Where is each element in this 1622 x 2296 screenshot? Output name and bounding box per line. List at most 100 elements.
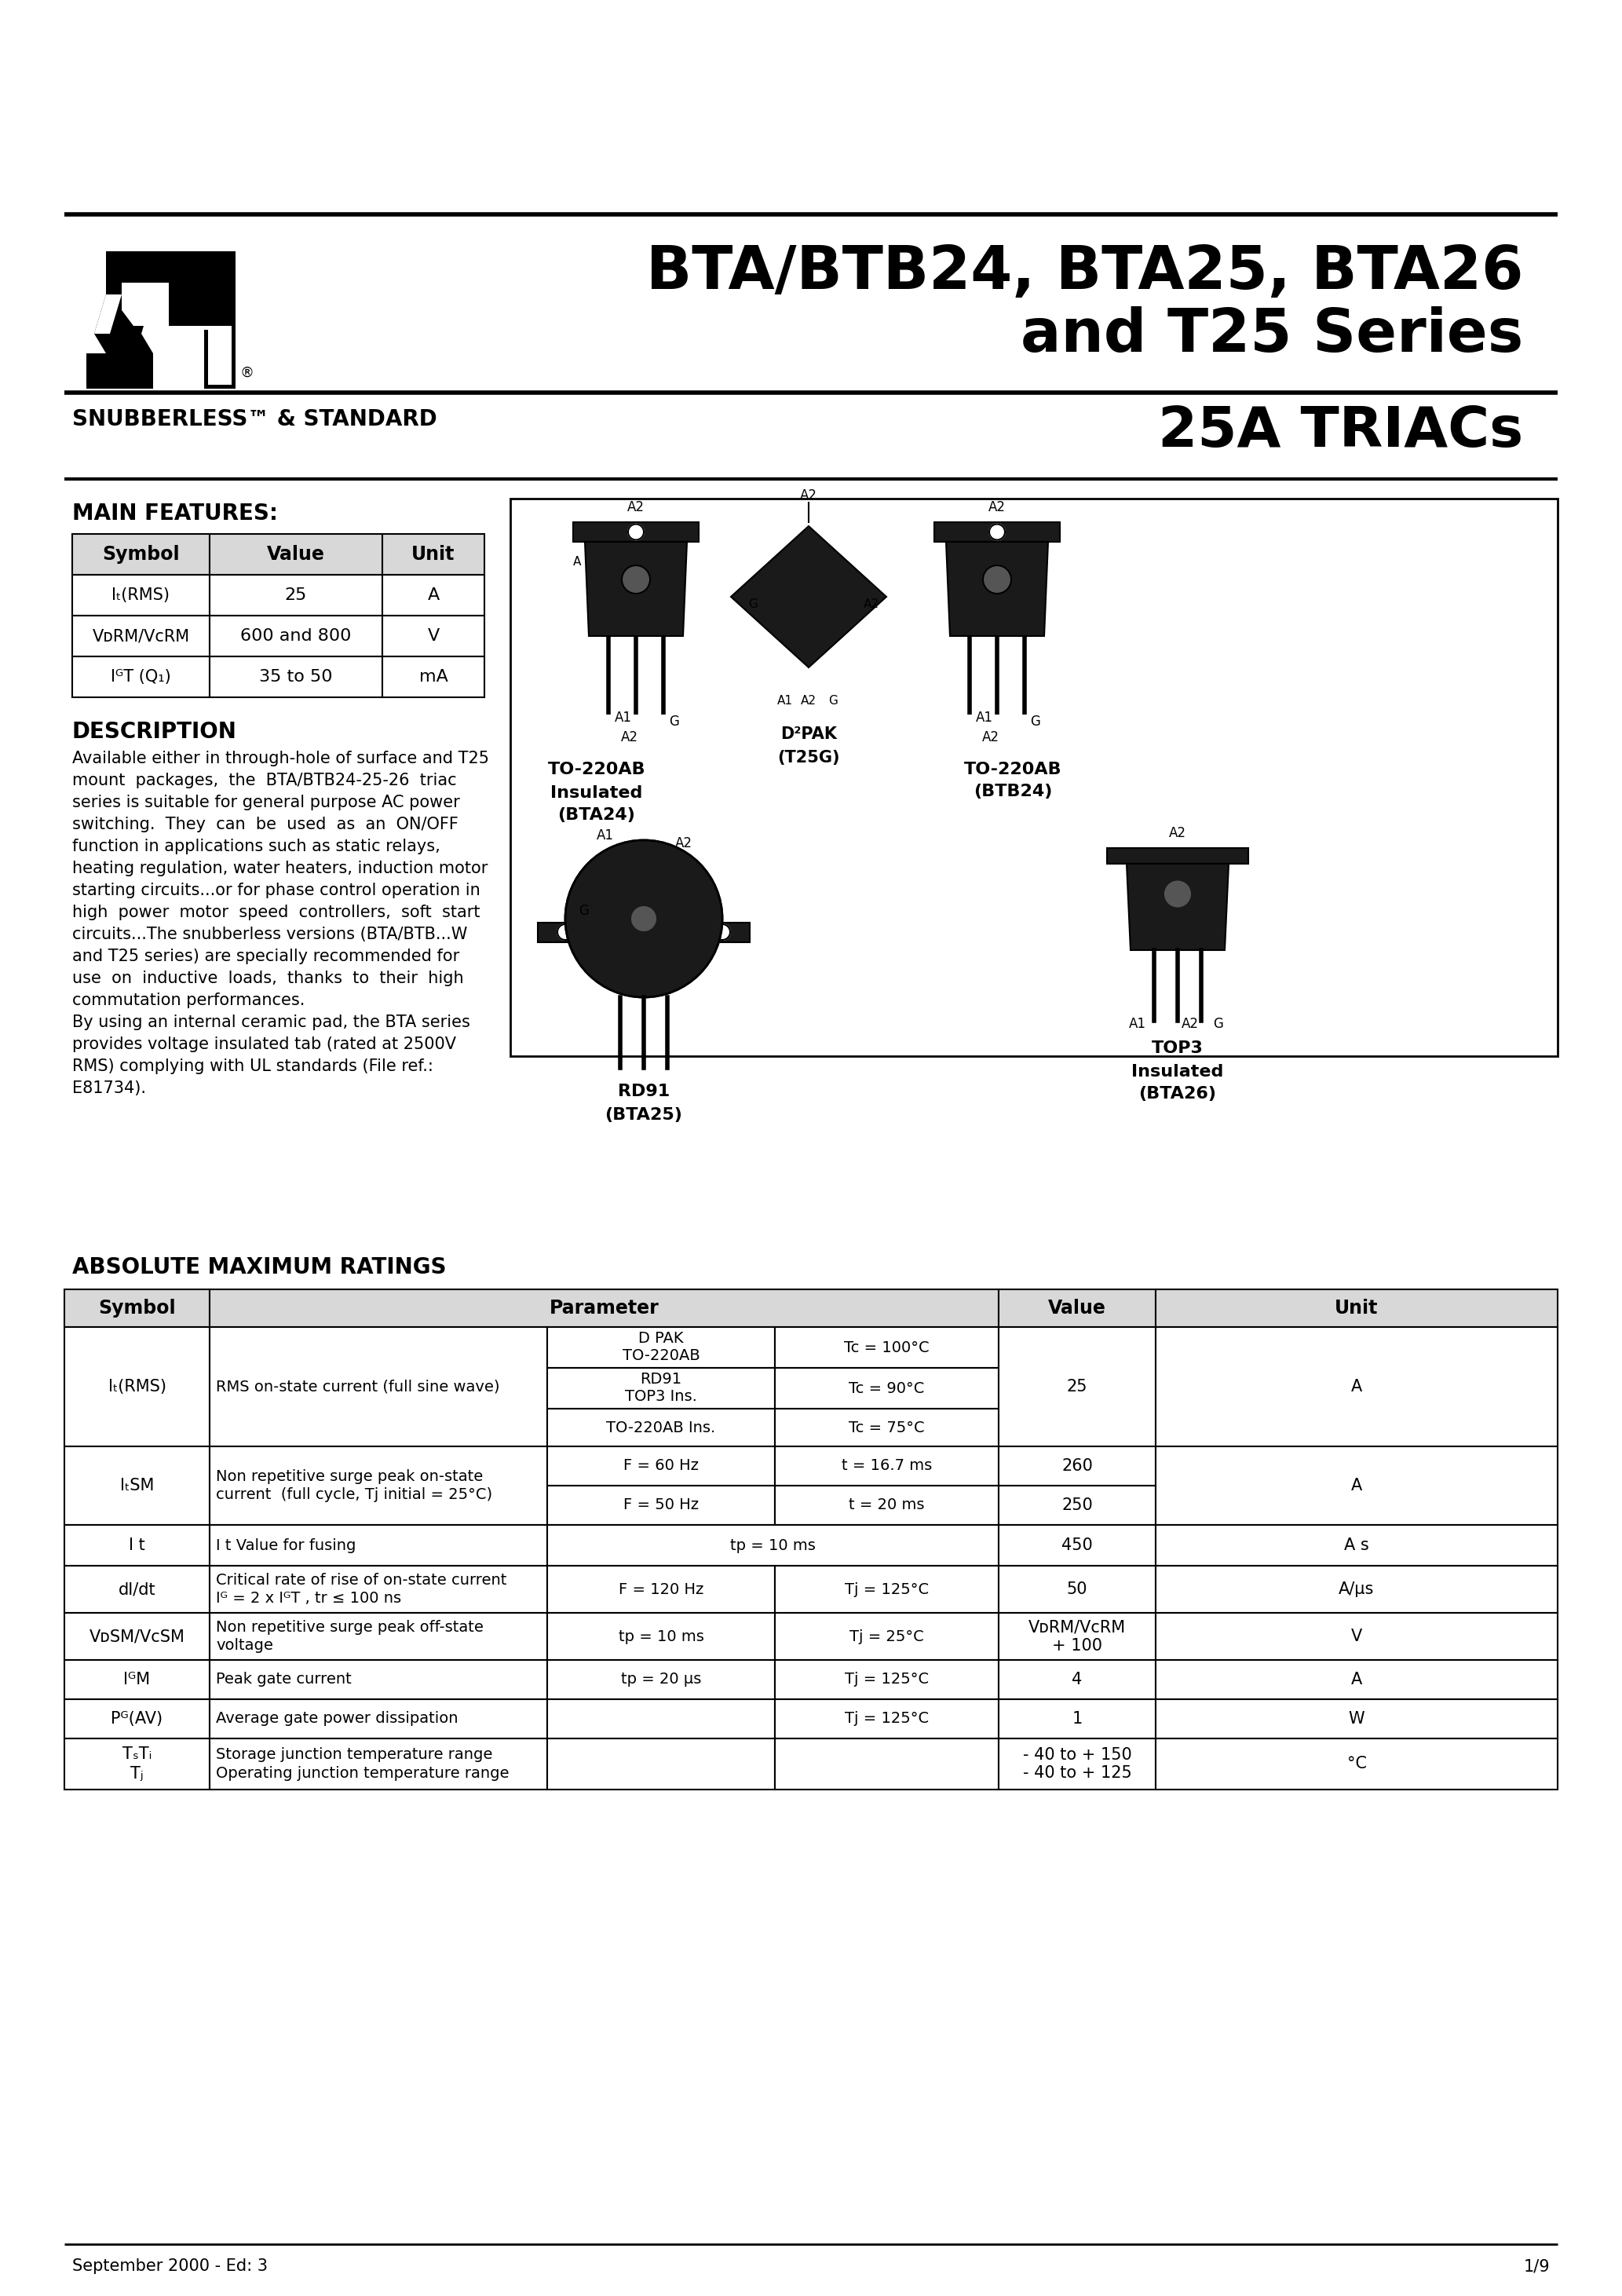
Text: Peak gate current: Peak gate current	[216, 1671, 352, 1688]
Text: and T25 Series: and T25 Series	[1020, 305, 1523, 365]
Text: tp = 10 ms: tp = 10 ms	[730, 1538, 816, 1552]
Bar	[775, 1368, 999, 1410]
Text: G: G	[668, 714, 680, 728]
Text: A2: A2	[621, 730, 639, 744]
Circle shape	[989, 523, 1006, 540]
Text: 25: 25	[285, 588, 307, 604]
Circle shape	[558, 925, 573, 939]
Text: RD91
TOP3 Ins.: RD91 TOP3 Ins.	[624, 1373, 697, 1405]
Bar	[65, 1290, 209, 1327]
Bar	[65, 1525, 209, 1566]
Text: SNUBBERLESS™ & STANDARD: SNUBBERLESS™ & STANDARD	[73, 409, 436, 429]
Text: 260: 260	[1061, 1458, 1093, 1474]
Text: 450: 450	[1061, 1538, 1093, 1552]
Bar	[547, 1612, 775, 1660]
Bar	[73, 574, 209, 615]
Bar	[775, 1410, 999, 1446]
Text: VᴅRM/VᴄRM: VᴅRM/VᴄRM	[92, 629, 190, 643]
Text: A2: A2	[800, 489, 817, 503]
Bar	[999, 1660, 1155, 1699]
Text: September 2000 - Ed: 3: September 2000 - Ed: 3	[73, 2259, 268, 2273]
Text: A2: A2	[1181, 1017, 1199, 1031]
Text: ABSOLUTE MAXIMUM RATINGS: ABSOLUTE MAXIMUM RATINGS	[73, 1256, 446, 1279]
Text: 4: 4	[1072, 1671, 1082, 1688]
Bar	[209, 1612, 547, 1660]
Text: A: A	[1351, 1479, 1362, 1492]
Text: G: G	[1030, 714, 1040, 728]
Text: D PAK
TO-220AB: D PAK TO-220AB	[623, 1332, 699, 1364]
Text: Tj = 125°C: Tj = 125°C	[845, 1671, 929, 1688]
Text: A s: A s	[1345, 1538, 1369, 1552]
Bar	[547, 1368, 775, 1410]
Bar	[209, 574, 383, 615]
Text: TO-220AB: TO-220AB	[548, 762, 646, 778]
Polygon shape	[586, 542, 688, 636]
Text: commutation performances.: commutation performances.	[73, 992, 305, 1008]
Text: Insulated: Insulated	[1132, 1063, 1223, 1079]
Bar	[65, 1566, 209, 1612]
Bar	[209, 535, 383, 574]
Bar	[573, 521, 699, 542]
Text: A: A	[1351, 1671, 1362, 1688]
Text: TₛTᵢ
Tⱼ: TₛTᵢ Tⱼ	[122, 1747, 152, 1782]
Text: Insulated: Insulated	[550, 785, 642, 801]
Bar	[775, 1660, 999, 1699]
Bar	[999, 1612, 1155, 1660]
Text: Tj = 125°C: Tj = 125°C	[845, 1582, 929, 1596]
Text: dI/dt: dI/dt	[118, 1582, 156, 1598]
Text: IᴳT (Q₁): IᴳT (Q₁)	[110, 668, 170, 684]
Bar	[209, 1446, 547, 1525]
Bar	[209, 615, 383, 657]
Text: TOP3: TOP3	[1152, 1040, 1204, 1056]
Text: Average gate power dissipation: Average gate power dissipation	[216, 1711, 457, 1727]
Text: provides voltage insulated tab (rated at 2500V: provides voltage insulated tab (rated at…	[73, 1035, 456, 1052]
Text: switching.  They  can  be  used  as  an  ON/OFF: switching. They can be used as an ON/OFF	[73, 817, 459, 833]
Text: G: G	[748, 599, 757, 611]
Text: F = 60 Hz: F = 60 Hz	[623, 1458, 699, 1474]
Text: V: V	[427, 629, 440, 643]
Bar	[547, 1446, 775, 1486]
Bar	[65, 1612, 209, 1660]
Polygon shape	[94, 294, 152, 333]
Bar	[999, 1566, 1155, 1612]
Bar	[547, 1738, 775, 1789]
Bar	[65, 1699, 209, 1738]
Bar	[1155, 1660, 1557, 1699]
Bar	[775, 1486, 999, 1525]
Text: tp = 10 ms: tp = 10 ms	[618, 1628, 704, 1644]
Circle shape	[983, 565, 1011, 595]
Bar	[209, 1327, 547, 1446]
Bar	[775, 1566, 999, 1612]
Bar	[539, 923, 749, 941]
Text: Storage junction temperature range
Operating junction temperature range: Storage junction temperature range Opera…	[216, 1747, 509, 1782]
Polygon shape	[122, 282, 232, 326]
Circle shape	[628, 523, 644, 540]
Text: Tc = 100°C: Tc = 100°C	[843, 1341, 929, 1355]
Text: A: A	[1351, 1380, 1362, 1394]
Text: A1: A1	[1129, 1017, 1147, 1031]
Polygon shape	[172, 326, 232, 386]
Text: I t: I t	[128, 1538, 144, 1552]
Text: RMS) complying with UL standards (File ref.:: RMS) complying with UL standards (File r…	[73, 1058, 433, 1075]
Text: DESCRIPTION: DESCRIPTION	[73, 721, 237, 744]
Text: 600 and 800: 600 and 800	[240, 629, 352, 643]
Bar	[547, 1486, 775, 1525]
Text: circuits...The snubberless versions (BTA/BTB...W: circuits...The snubberless versions (BTA…	[73, 928, 467, 941]
Text: (BTA25): (BTA25)	[605, 1107, 683, 1123]
Text: Tc = 90°C: Tc = 90°C	[848, 1380, 925, 1396]
Bar	[73, 657, 209, 698]
Text: tp = 20 μs: tp = 20 μs	[621, 1671, 701, 1688]
Text: A/μs: A/μs	[1338, 1582, 1374, 1598]
Polygon shape	[94, 333, 152, 354]
Bar	[209, 1660, 547, 1699]
Polygon shape	[86, 354, 152, 388]
Bar	[547, 1525, 999, 1566]
Text: Value: Value	[268, 544, 324, 565]
Bar	[775, 1327, 999, 1368]
Circle shape	[714, 925, 730, 939]
Text: Unit: Unit	[412, 544, 456, 565]
Text: By using an internal ceramic pad, the BTA series: By using an internal ceramic pad, the BT…	[73, 1015, 470, 1031]
Polygon shape	[94, 294, 122, 333]
Bar	[999, 1446, 1155, 1486]
Text: 25: 25	[1067, 1380, 1087, 1394]
